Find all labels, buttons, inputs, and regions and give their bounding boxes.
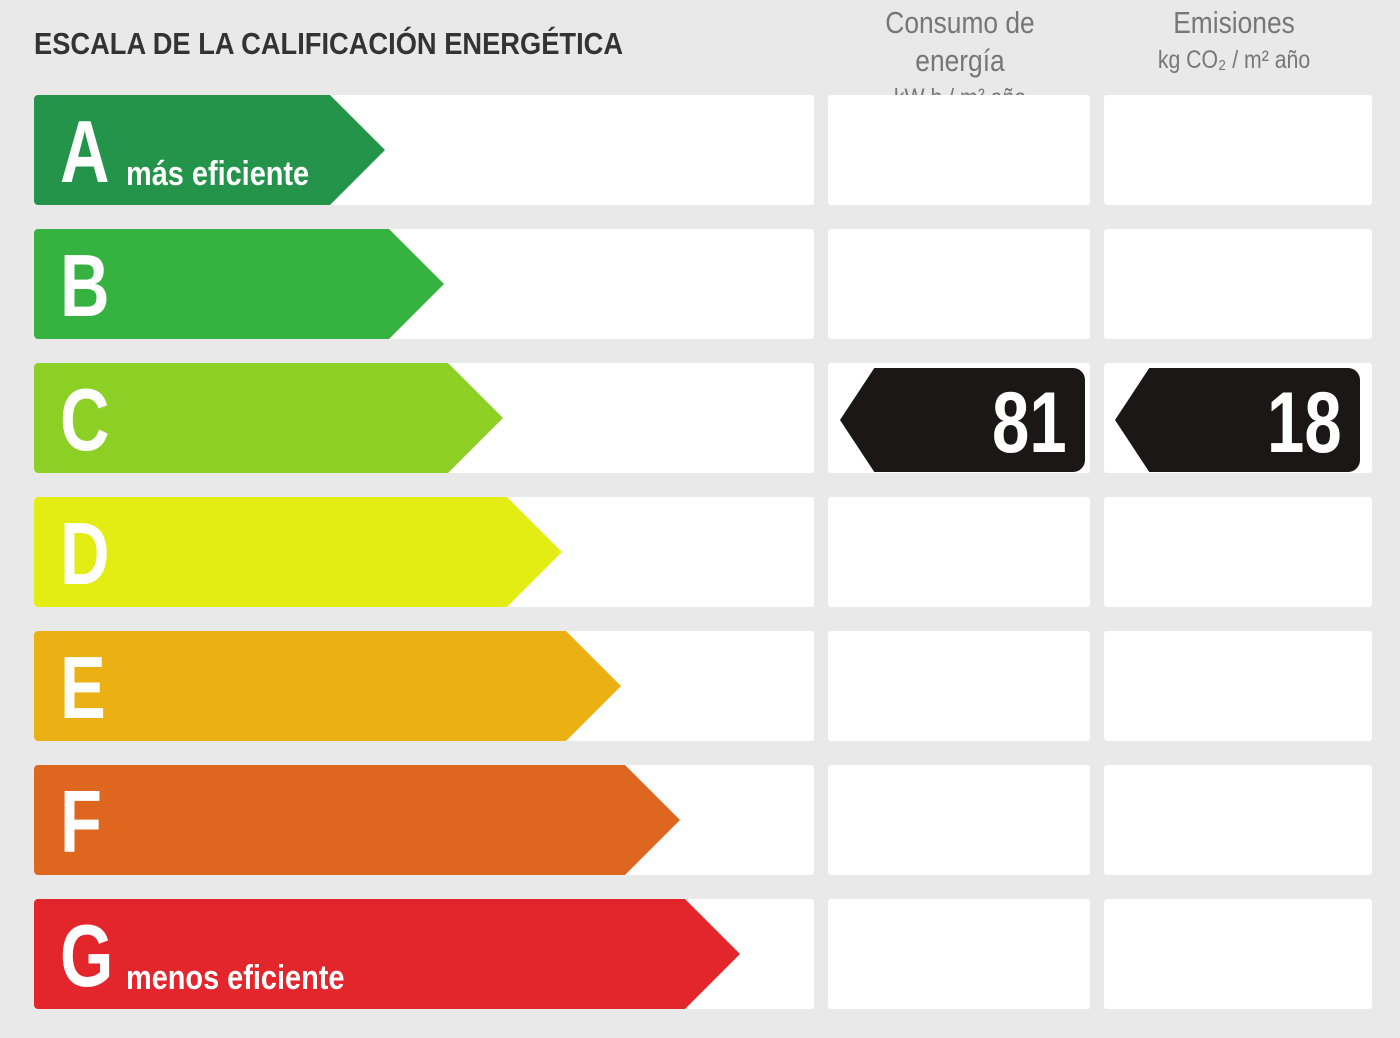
- energy-cell: [828, 229, 1090, 339]
- emissions-cell: [1104, 95, 1372, 205]
- energy-column-label: Consumo de energía: [885, 5, 1035, 78]
- rating-row-b: B: [0, 229, 1400, 339]
- rating-row-e: E: [0, 631, 1400, 741]
- rating-arrow: B: [34, 229, 444, 339]
- emissions-cell: [1104, 765, 1372, 875]
- rating-letter: E: [60, 638, 106, 737]
- rating-arrow: E: [34, 631, 621, 741]
- rating-row-g: G menos eficiente: [0, 899, 1400, 1009]
- energy-cell: [828, 765, 1090, 875]
- rating-arrow: G menos eficiente: [34, 899, 740, 1009]
- energy-value: 81: [992, 375, 1067, 471]
- rating-letter: A: [60, 102, 110, 201]
- rating-sublabel: menos eficiente: [126, 959, 345, 997]
- emissions-column-label: Emisiones: [1173, 5, 1295, 40]
- rating-row-d: D: [0, 497, 1400, 607]
- emissions-cell: [1104, 899, 1372, 1009]
- emissions-column-header: Emisiones kg CO₂ / m² año: [1124, 4, 1345, 78]
- rating-letter: G: [60, 906, 114, 1005]
- rating-row-f: F: [0, 765, 1400, 875]
- rating-letter: F: [60, 772, 102, 871]
- rating-arrow: A más eficiente: [34, 95, 385, 205]
- rating-letter: D: [60, 504, 110, 603]
- energy-cell: [828, 95, 1090, 205]
- rating-letter: C: [60, 370, 110, 469]
- rating-sublabel: más eficiente: [126, 155, 310, 193]
- emissions-column-unit: kg CO₂ / m² año: [1157, 46, 1311, 74]
- rating-arrow: C: [34, 363, 503, 473]
- emissions-cell: [1104, 497, 1372, 607]
- energy-cell: [828, 497, 1090, 607]
- rating-row-c: C 81 18: [0, 363, 1400, 473]
- rating-arrow: F: [34, 765, 680, 875]
- emissions-value-badge: 18: [1115, 368, 1360, 472]
- rating-letter: B: [60, 236, 110, 335]
- rating-arrow: D: [34, 497, 562, 607]
- energy-cell: [828, 899, 1090, 1009]
- emissions-value: 18: [1267, 375, 1342, 471]
- emissions-cell: [1104, 631, 1372, 741]
- energy-value-badge: 81: [840, 368, 1085, 472]
- emissions-cell: [1104, 229, 1372, 339]
- rating-row-a: A más eficiente: [0, 95, 1400, 205]
- energy-cell: [828, 631, 1090, 741]
- page-title: ESCALA DE LA CALIFICACIÓN ENERGÉTICA: [34, 26, 624, 61]
